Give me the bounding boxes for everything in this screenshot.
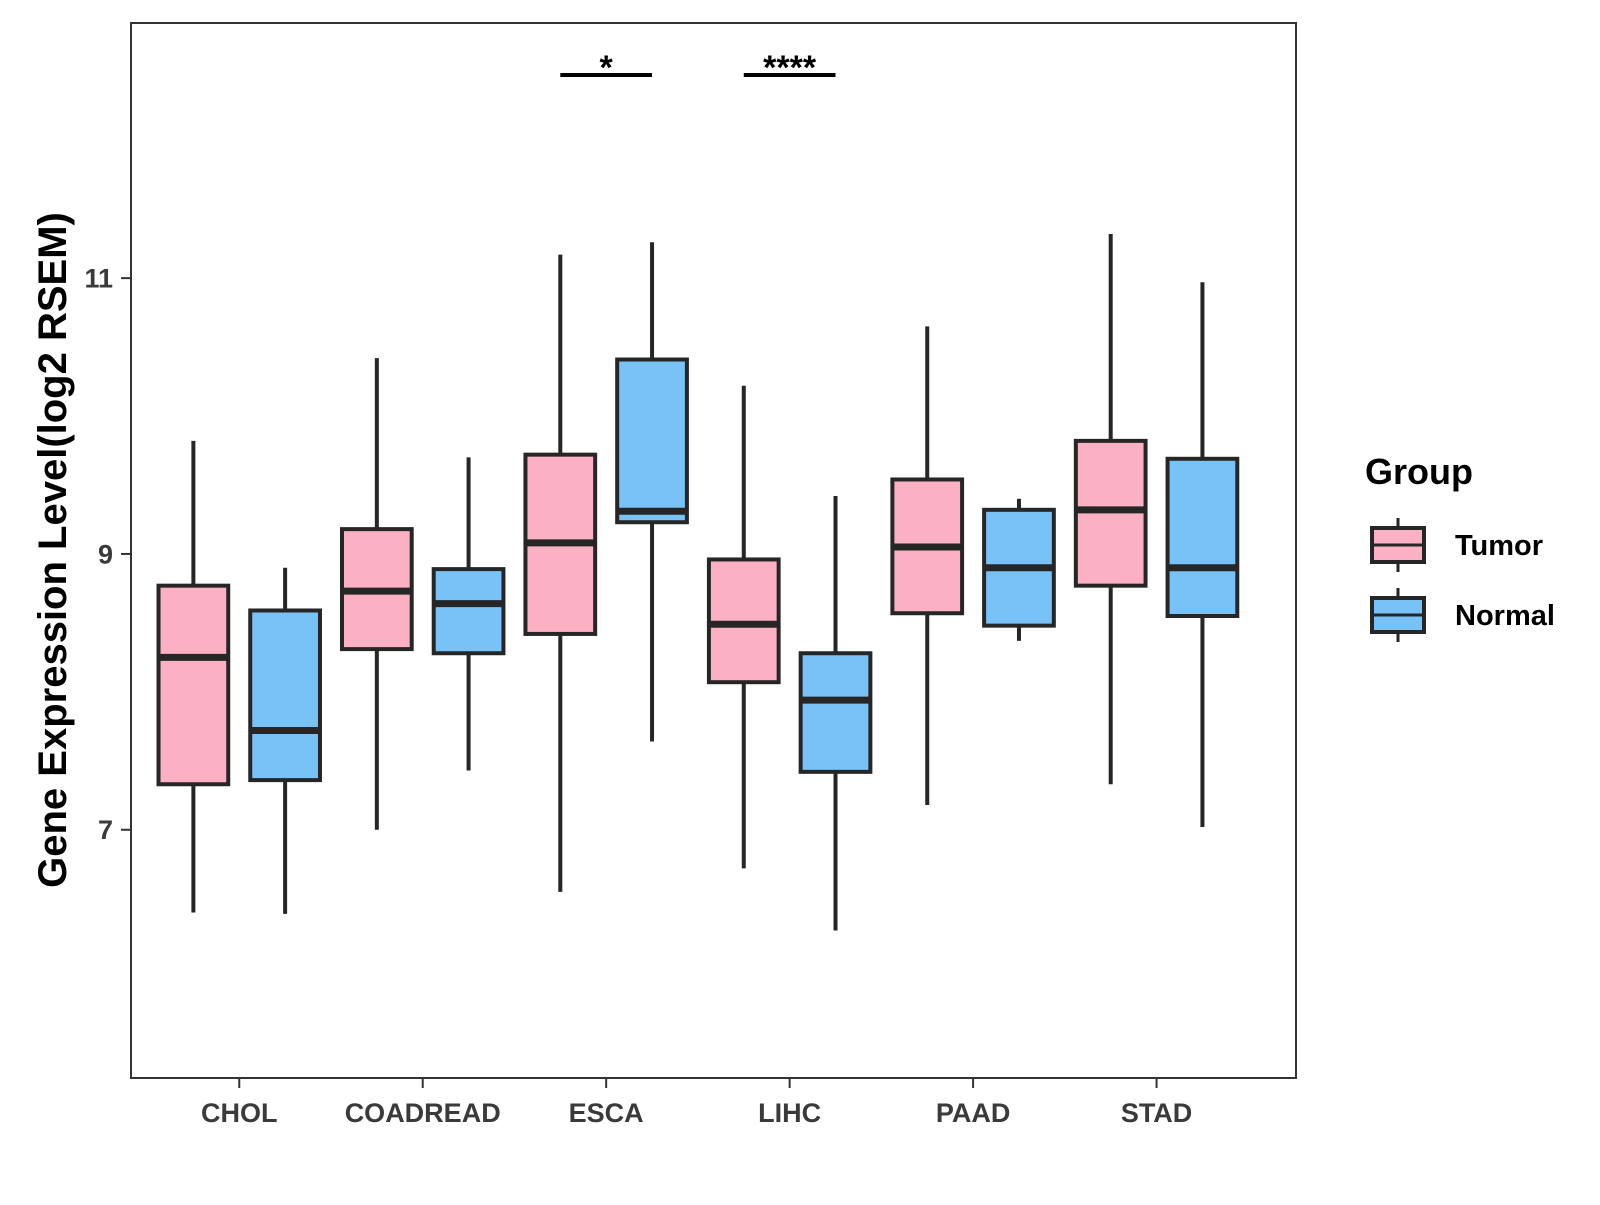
x-tick-label: PAAD xyxy=(936,1098,1011,1128)
legend-label: Normal xyxy=(1455,600,1555,632)
legend-title: Group xyxy=(1365,451,1473,492)
box-tumor-chol xyxy=(156,440,231,913)
box-normal-paad xyxy=(982,498,1056,641)
box-body xyxy=(248,608,322,783)
x-tick-label: STAD xyxy=(1121,1098,1193,1128)
box-normal-stad xyxy=(1165,282,1240,828)
legend: Group Tumor Normal xyxy=(1365,451,1555,642)
significance-label: **** xyxy=(763,49,817,87)
x-tick-label: COADREAD xyxy=(345,1098,501,1128)
significance-label: * xyxy=(600,49,614,87)
y-tick-label: 7 xyxy=(98,815,113,845)
box-body xyxy=(615,357,689,525)
legend-label: Tumor xyxy=(1455,530,1543,562)
y-tick-label: 11 xyxy=(84,264,113,294)
box-tumor-esca xyxy=(523,254,598,892)
box-normal-esca xyxy=(615,242,689,742)
box-tumor-stad xyxy=(1073,234,1148,785)
x-tick-label: ESCA xyxy=(569,1098,644,1128)
box-tumor-lihc xyxy=(706,385,781,869)
box-normal-coadread xyxy=(431,457,506,771)
significance-lihc: **** xyxy=(743,49,836,87)
x-axis: CHOL COADREAD ESCA LIHC PAAD STAD xyxy=(201,1078,1192,1128)
legend-item-normal: Normal xyxy=(1370,588,1555,642)
y-axis-title: Gene Expression Level(log2 RSEM) xyxy=(31,212,75,888)
box-body xyxy=(798,651,873,774)
box-normal-chol xyxy=(248,567,322,914)
box-normal-lihc xyxy=(798,496,873,931)
box-body xyxy=(1165,456,1240,619)
y-tick-label: 9 xyxy=(98,539,113,569)
box-tumor-paad xyxy=(890,326,965,805)
legend-item-tumor: Tumor xyxy=(1370,518,1543,572)
box-body xyxy=(431,567,506,656)
plot-marks: * **** xyxy=(156,49,1240,931)
significance-esca: * xyxy=(560,49,653,87)
box-tumor-coadread xyxy=(339,358,414,830)
y-axis: 7 9 11 xyxy=(84,264,131,845)
x-tick-label: LIHC xyxy=(758,1098,821,1128)
box-body xyxy=(156,583,231,787)
x-tick-label: CHOL xyxy=(201,1098,278,1128)
